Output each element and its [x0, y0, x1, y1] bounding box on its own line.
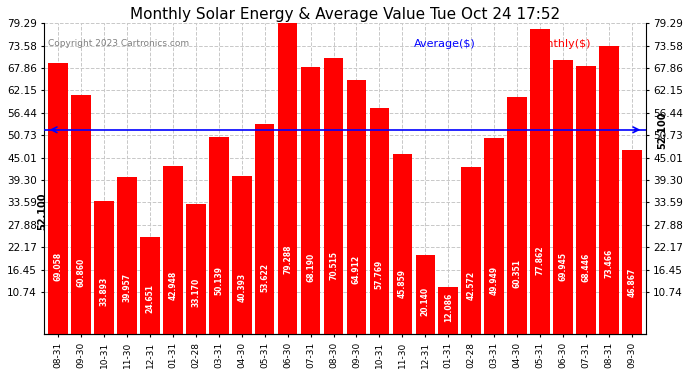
Bar — [346, 80, 366, 334]
Bar — [462, 167, 481, 334]
Bar — [209, 138, 228, 334]
Text: 24.651: 24.651 — [146, 284, 155, 313]
Text: 49.949: 49.949 — [490, 266, 499, 295]
Bar — [393, 154, 412, 334]
Bar — [301, 67, 320, 334]
Bar — [232, 176, 252, 334]
Bar — [599, 46, 618, 334]
Text: Monthly($): Monthly($) — [531, 39, 592, 50]
Text: 33.893: 33.893 — [99, 277, 108, 306]
Bar — [186, 204, 206, 334]
Text: 70.515: 70.515 — [329, 252, 338, 280]
Text: 69.058: 69.058 — [54, 252, 63, 282]
Text: 45.859: 45.859 — [398, 269, 407, 298]
Text: 68.190: 68.190 — [306, 253, 315, 282]
Bar — [255, 124, 275, 334]
Text: 46.867: 46.867 — [627, 268, 636, 297]
Text: Average($): Average($) — [414, 39, 475, 50]
Text: 79.288: 79.288 — [283, 245, 292, 274]
Text: 77.862: 77.862 — [535, 246, 544, 275]
Text: 73.466: 73.466 — [604, 249, 613, 278]
Text: 33.170: 33.170 — [191, 278, 200, 307]
Text: 60.860: 60.860 — [77, 258, 86, 287]
Bar — [484, 138, 504, 334]
Text: 20.140: 20.140 — [421, 287, 430, 316]
Text: 60.351: 60.351 — [513, 259, 522, 288]
Text: 50.139: 50.139 — [215, 266, 224, 295]
Text: 42.948: 42.948 — [168, 271, 177, 300]
Bar — [415, 255, 435, 334]
Text: 64.912: 64.912 — [352, 255, 361, 284]
Text: 68.446: 68.446 — [582, 253, 591, 282]
Title: Monthly Solar Energy & Average Value Tue Oct 24 17:52: Monthly Solar Energy & Average Value Tue… — [130, 7, 560, 22]
Bar — [72, 95, 91, 334]
Bar — [48, 63, 68, 334]
Text: 52.100: 52.100 — [658, 111, 667, 148]
Bar — [530, 29, 550, 334]
Bar — [438, 287, 458, 334]
Bar — [553, 60, 573, 334]
Bar — [370, 108, 389, 334]
Bar — [278, 23, 297, 334]
Bar — [117, 177, 137, 334]
Bar — [622, 150, 642, 334]
Text: 39.957: 39.957 — [123, 273, 132, 302]
Text: 52.100: 52.100 — [37, 193, 47, 230]
Text: 40.393: 40.393 — [237, 273, 246, 302]
Bar — [324, 57, 344, 334]
Bar — [140, 237, 160, 334]
Bar — [163, 166, 183, 334]
Text: 69.945: 69.945 — [558, 252, 567, 281]
Bar — [576, 66, 595, 334]
Text: Copyright 2023 Cartronics.com: Copyright 2023 Cartronics.com — [48, 39, 190, 48]
Text: 42.572: 42.572 — [466, 271, 475, 300]
Text: 57.769: 57.769 — [375, 260, 384, 290]
Text: 53.622: 53.622 — [260, 263, 269, 292]
Text: 12.086: 12.086 — [444, 292, 453, 322]
Bar — [507, 98, 527, 334]
Bar — [95, 201, 114, 334]
